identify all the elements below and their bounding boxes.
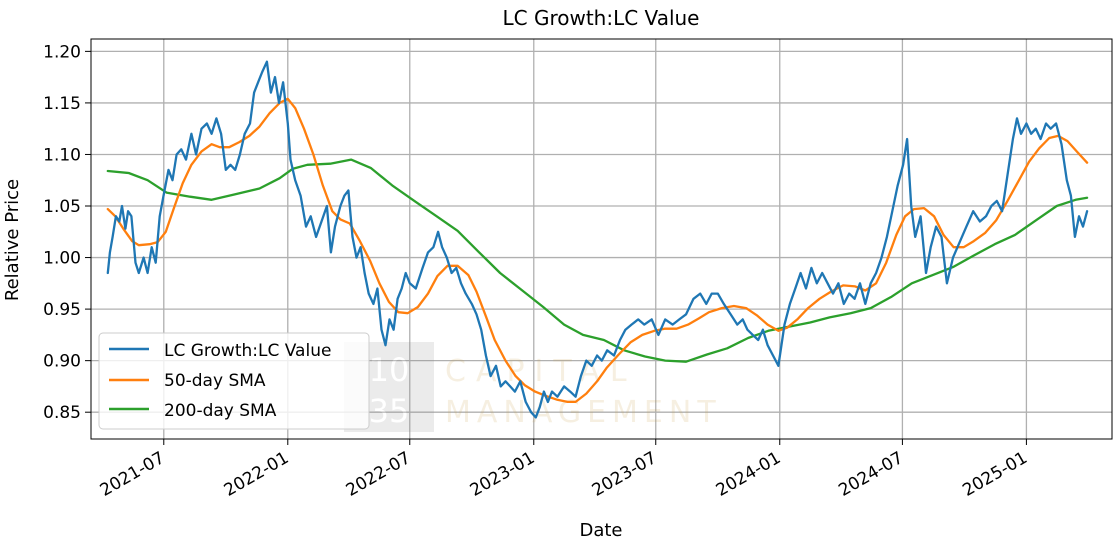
x-axis-label: Date xyxy=(579,520,622,540)
y-tick-label: 0.95 xyxy=(43,300,81,320)
y-tick-label: 1.00 xyxy=(43,249,81,269)
y-axis-label: Relative Price xyxy=(2,179,23,301)
legend: LC Growth:LC Value 50-day SMA 200-day SM… xyxy=(98,332,370,430)
y-tick-label: 1.10 xyxy=(43,145,81,165)
legend-label-sma50: 50-day SMA xyxy=(164,371,266,391)
chart-title: LC Growth:LC Value xyxy=(503,6,700,30)
legend-box xyxy=(98,332,370,430)
y-tick-label: 1.05 xyxy=(43,197,81,217)
series-line-price xyxy=(106,60,1089,419)
y-tick-label: 0.90 xyxy=(43,352,81,372)
series-line-sma50 xyxy=(106,97,1089,404)
y-tick-label: 1.15 xyxy=(43,94,81,114)
watermark-logo-line2: 35 xyxy=(369,392,410,430)
series-lines xyxy=(106,60,1089,419)
y-tick-label: 1.20 xyxy=(43,42,81,62)
grid-lines xyxy=(91,39,1112,439)
legend-label-sma200: 200-day SMA xyxy=(164,401,277,421)
watermark-text-line1: CAPITAL xyxy=(445,354,637,389)
watermark-text-line2: MANAGEMENT xyxy=(445,395,722,430)
plot-area-frame xyxy=(90,38,1113,440)
watermark-logo-line1: 10 xyxy=(369,351,410,389)
y-tick-label: 0.85 xyxy=(43,403,81,423)
legend-label-price: LC Growth:LC Value xyxy=(164,341,331,361)
series-line-sma200 xyxy=(106,158,1089,363)
